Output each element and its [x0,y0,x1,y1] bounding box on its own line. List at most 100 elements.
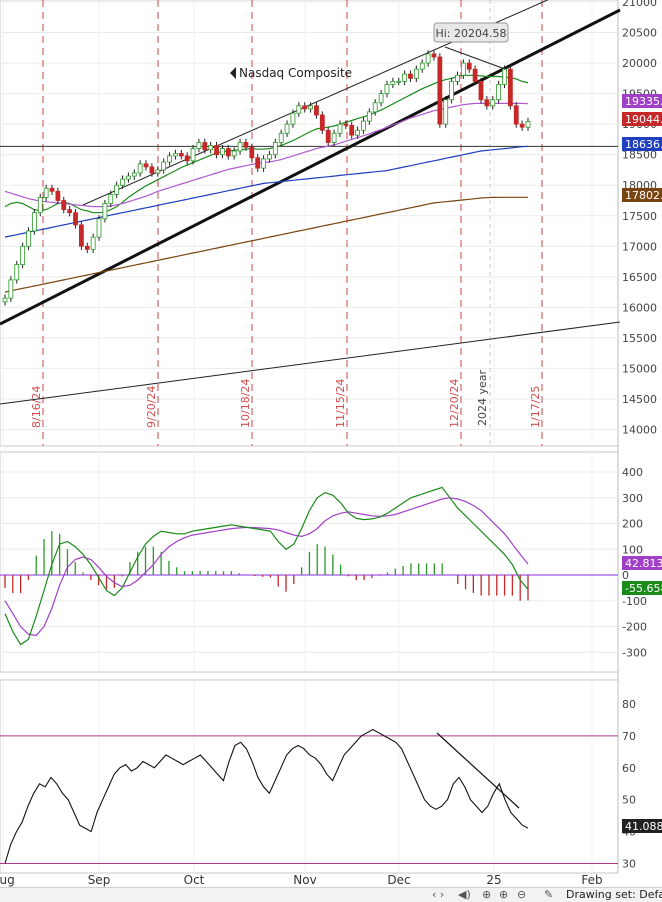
candle-body [96,218,102,238]
candle-body [84,245,90,250]
candle-body [384,84,390,95]
candle-body [14,264,20,281]
candle-body [90,236,96,250]
price-y-tick: 14000 [622,424,657,437]
price-value-badge [622,112,662,126]
high-annotation-pointer [444,46,506,70]
candle-body [366,111,372,122]
price-y-tick: 17000 [622,240,657,253]
price-y-tick: 16500 [622,271,657,284]
speaker-icon[interactable]: ◀) [458,888,471,901]
price-value-badge [622,94,662,108]
candle-body [55,190,61,201]
price-y-tick: 20000 [622,57,657,70]
zoom-out-icon[interactable]: ⊖ [517,888,527,901]
year-label: 2024 year [476,369,489,426]
event-label: 1/17/25 [529,386,542,428]
price-y-tick: 14500 [622,393,657,406]
event-label: 9/20/24 [145,386,158,428]
macd-value-badge-text: 42.8137 [625,557,662,570]
macd-y-tick: -200 [622,621,647,634]
macd-value-badge [622,556,662,570]
macd-y-tick: 300 [622,492,643,505]
candle-body [278,132,284,143]
candle-body [149,166,155,174]
candle-body [178,153,184,157]
zoom-in-icon[interactable]: ⊕ [499,888,509,901]
candle-body [49,187,55,192]
event-label: 8/16/24 [30,386,43,428]
price-y-tick: 16000 [622,301,657,314]
price-value-badge [622,137,662,151]
candle-body [214,145,219,156]
candle-body [131,172,137,177]
candle-body [190,148,196,162]
candle-body [208,145,214,151]
candle-body [296,105,302,114]
candle-body [502,68,507,85]
candle-body [361,120,366,131]
candle-body [173,153,178,157]
candle-body [472,68,478,82]
rsi-y-tick: 60 [622,762,636,775]
candle-body [196,142,202,149]
candle-body [37,197,43,214]
long-term-trendline [0,321,621,405]
price-value-badge [622,188,662,202]
candle-body [449,80,455,101]
candle-body [378,93,384,104]
rsi-panel-frame [0,679,619,874]
crosshair-icon[interactable]: ⊕ [482,888,492,901]
scroll-arrows-icon[interactable]: ‹ › [432,888,445,901]
candle-body [20,245,26,266]
candle-body [202,142,208,151]
bottom-toolbar: ‹ › ◀) ⊕ ⊕ ⊖ ✎ Drawing set: Defau [0,887,662,902]
macd-y-tick: 0 [622,569,629,582]
candle-body [337,123,343,134]
candle-body [255,157,261,169]
price-value-badge-text: 19335.5 [625,95,662,108]
candle-body [478,80,484,101]
macd-value-badge-text: -55.658 [625,582,662,595]
candle-body [220,148,225,156]
candle-body [490,99,496,107]
candle-body [525,121,531,128]
rsi-y-tick: 50 [622,794,636,807]
candle-body [267,154,272,160]
candle-body [231,150,237,157]
price-y-tick: 18500 [622,149,657,162]
x-tick-label: Nov [293,873,316,887]
price-y-tick: 21000 [622,0,657,9]
candle-body [184,155,190,162]
high-annotation-box [433,22,509,43]
candle-body [78,224,84,247]
candle-body [413,68,419,79]
candle-body [26,230,31,247]
candle-body [372,102,378,113]
x-tick-label: Dec [387,873,410,887]
price-y-tick: 17500 [622,210,657,223]
candle-body [319,114,325,131]
candle-body [402,73,407,82]
candle-body [108,193,114,204]
event-label: 12/20/24 [448,379,461,428]
candle-body [249,146,255,159]
candle-body [261,158,266,169]
pencil-icon[interactable]: ✎ [544,888,554,901]
candle-body [161,161,167,171]
candle-body [126,175,131,180]
candle-body [308,105,313,110]
candle-body [243,142,249,148]
candle-body [114,184,120,195]
ma-line-ma200 [4,196,528,293]
candle-body [167,155,172,163]
candle-body [419,62,425,70]
candle-body [455,74,460,82]
macd-y-tick: 200 [622,518,643,531]
price-value-badge-text: 17802.7 [625,189,662,202]
candle-body [2,297,8,303]
rsi-value-badge [622,819,662,833]
candle-body [355,129,360,136]
drawing-set-label[interactable]: Drawing set: Defau [566,888,662,901]
